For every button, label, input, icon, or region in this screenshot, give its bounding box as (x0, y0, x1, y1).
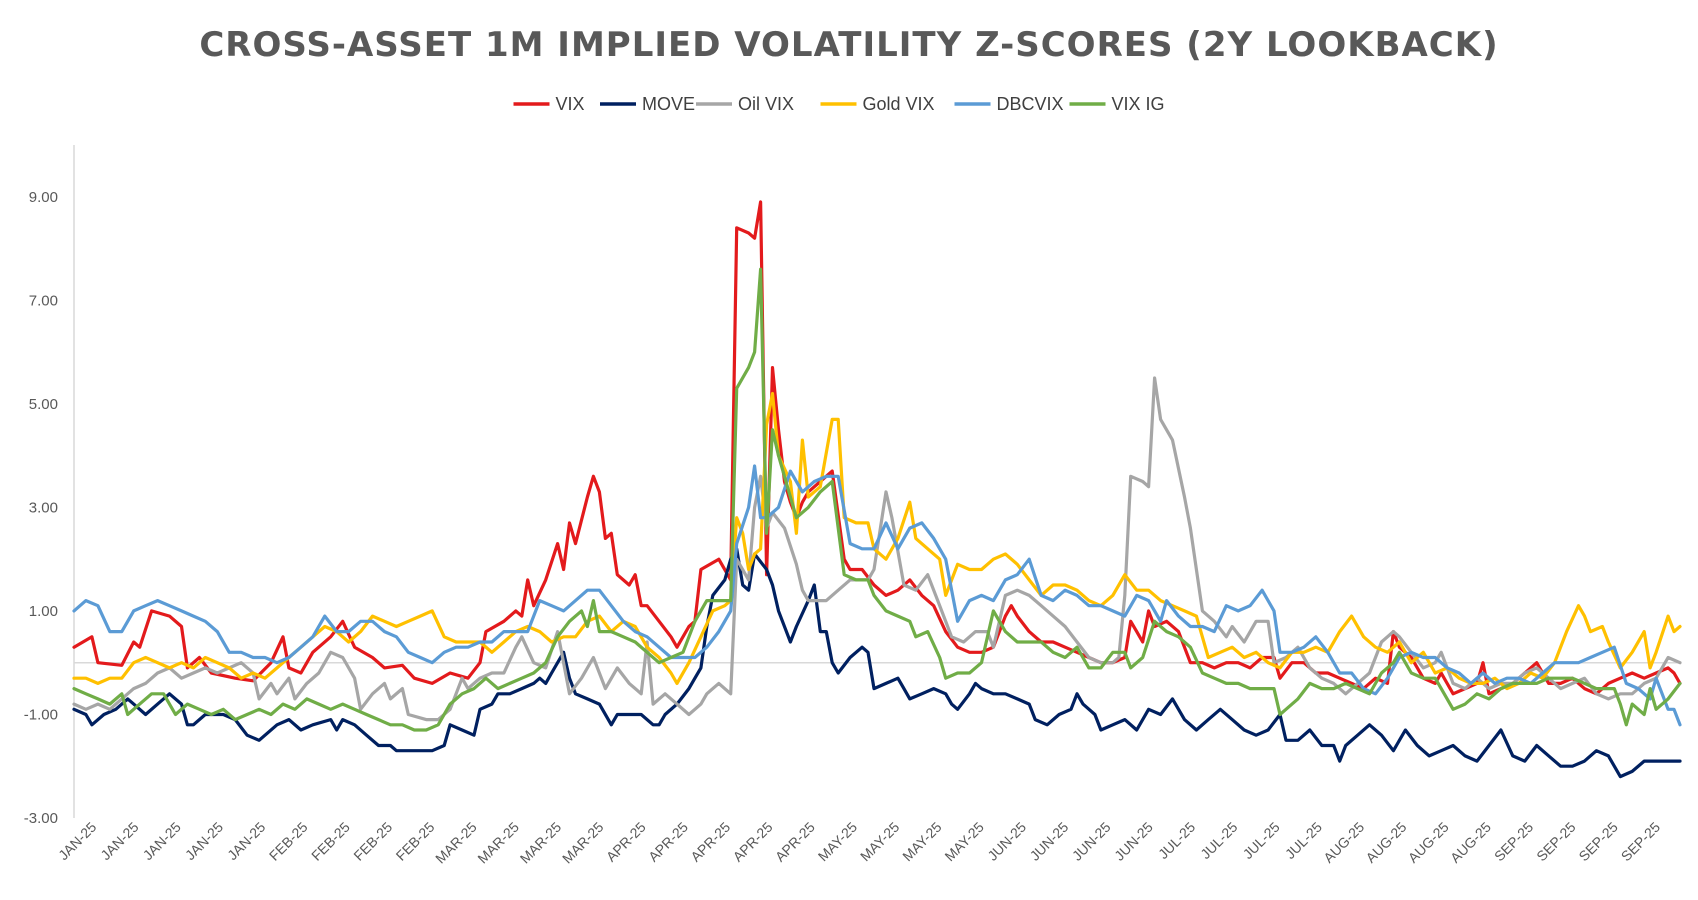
series-line-gold-vix (72, 391, 1682, 691)
plot-area (72, 200, 1682, 779)
series-line-oil-vix (72, 376, 1682, 722)
x-tick-label: SEP-25 (1533, 819, 1579, 865)
x-axis: JAN-25JAN-25JAN-25JAN-25JAN-25FEB-25FEB-… (55, 819, 1663, 867)
legend-item: Gold VIX (820, 94, 935, 114)
x-tick-label: MAR-25 (517, 819, 565, 867)
y-tick-label: 1.00 (29, 603, 58, 620)
legend-label: VIX IG (1112, 94, 1165, 114)
x-tick-label: FEB-25 (266, 819, 311, 864)
x-tick-label: JUN-25 (1069, 819, 1114, 864)
x-tick-label: JUL-25 (1240, 819, 1283, 862)
x-tick-label: JUN-25 (1111, 819, 1156, 864)
x-tick-label: AUG-25 (1447, 819, 1494, 866)
x-tick-label: SEP-25 (1618, 819, 1664, 865)
x-tick-label: SEP-25 (1491, 819, 1537, 865)
legend-label: DBCVIX (997, 94, 1064, 114)
x-tick-label: MAY-25 (857, 819, 903, 865)
legend-label: Gold VIX (863, 94, 935, 114)
x-tick-label: APR-25 (687, 819, 733, 865)
x-tick-label: AUG-25 (1320, 819, 1367, 866)
x-tick-label: MAY-25 (815, 819, 861, 865)
x-tick-label: APR-25 (730, 819, 776, 865)
x-tick-label: JUL-25 (1197, 819, 1240, 862)
x-tick-label: FEB-25 (393, 819, 438, 864)
y-axis: 9.00 7.00 5.00 3.00 1.00 -1.00 -3.00 (24, 145, 1680, 827)
x-tick-label: APR-25 (603, 819, 649, 865)
x-tick-label: JAN-25 (140, 819, 184, 863)
series-line-vix (72, 200, 1682, 696)
legend: VIX MOVE Oil VIX Gold VIX DBCVIX VIX IG (513, 94, 1165, 114)
x-tick-label: JUN-25 (984, 819, 1029, 864)
legend-item: Oil VIX (696, 94, 794, 114)
y-tick-label: -1.00 (24, 706, 58, 723)
x-tick-label: JAN-25 (55, 819, 99, 863)
legend-item: MOVE (600, 94, 695, 114)
y-tick-label: 9.00 (29, 189, 58, 206)
x-tick-label: APR-25 (772, 819, 818, 865)
legend-label: MOVE (642, 94, 695, 114)
x-tick-label: JAN-25 (182, 819, 226, 863)
x-tick-label: MAR-25 (559, 819, 607, 867)
y-tick-label: -3.00 (24, 810, 58, 827)
x-tick-label: MAY-25 (941, 819, 987, 865)
x-tick-label: FEB-25 (350, 819, 395, 864)
legend-label: VIX (556, 94, 585, 114)
x-tick-label: FEB-25 (308, 819, 353, 864)
series-line-move (72, 547, 1682, 779)
y-tick-label: 5.00 (29, 396, 58, 413)
x-tick-label: MAR-25 (474, 819, 522, 867)
x-tick-label: JAN-25 (97, 819, 141, 863)
y-tick-label: 3.00 (29, 499, 58, 516)
legend-item: VIX (513, 94, 585, 114)
x-tick-label: AUG-25 (1405, 819, 1452, 866)
x-tick-label: SEP-25 (1575, 819, 1621, 865)
legend-item: VIX IG (1069, 94, 1165, 114)
x-tick-label: APR-25 (645, 819, 691, 865)
x-tick-label: JUN-25 (1027, 819, 1072, 864)
series-line-vix-ig (72, 267, 1682, 732)
chart-title: CROSS-ASSET 1M IMPLIED VOLATILITY Z-SCOR… (199, 25, 1498, 65)
legend-label: Oil VIX (738, 94, 794, 114)
x-tick-label: JUL-25 (1282, 819, 1325, 862)
x-tick-label: AUG-25 (1362, 819, 1409, 866)
series-line-dbcvix (72, 464, 1682, 727)
x-tick-label: JAN-25 (224, 819, 268, 863)
legend-item: DBCVIX (954, 94, 1064, 114)
x-tick-label: JUL-25 (1155, 819, 1198, 862)
x-tick-label: MAR-25 (432, 819, 480, 867)
x-tick-label: MAY-25 (899, 819, 945, 865)
y-tick-label: 7.00 (29, 292, 58, 309)
